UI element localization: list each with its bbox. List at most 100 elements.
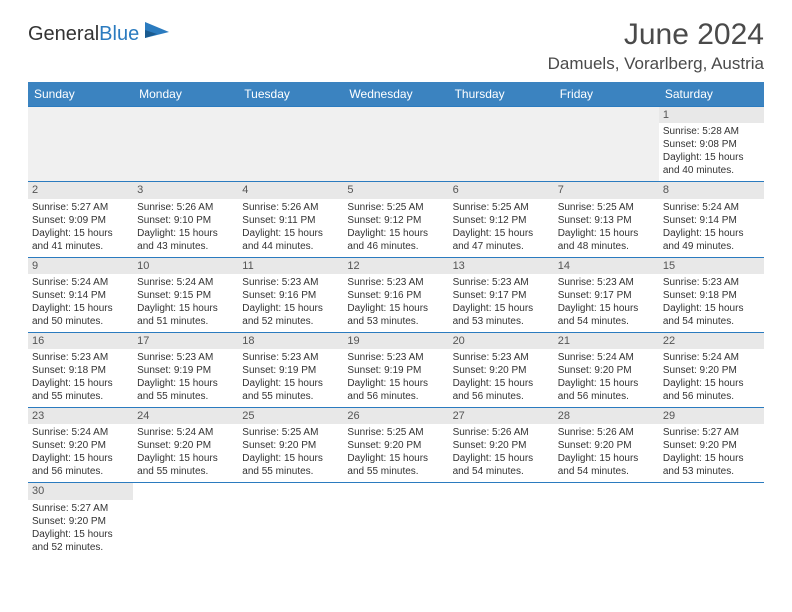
sunrise-line: Sunrise: 5:25 AM xyxy=(453,201,550,214)
sunrise-line: Sunrise: 5:23 AM xyxy=(347,276,444,289)
sunrise-line: Sunrise: 5:27 AM xyxy=(32,502,129,515)
page-title: June 2024 xyxy=(548,18,764,52)
weekday-header: Sunday xyxy=(28,82,133,107)
daylight-line2: and 55 minutes. xyxy=(242,390,339,403)
day-number: 8 xyxy=(659,182,764,198)
daylight-line2: and 52 minutes. xyxy=(32,541,129,554)
daylight-line2: and 52 minutes. xyxy=(242,315,339,328)
calendar-cell: 18Sunrise: 5:23 AMSunset: 9:19 PMDayligh… xyxy=(238,332,343,407)
header: GeneralBlue June 2024 Damuels, Vorarlber… xyxy=(28,18,764,74)
weekday-header: Friday xyxy=(554,82,659,107)
day-number: 7 xyxy=(554,182,659,198)
weekday-header: Wednesday xyxy=(343,82,448,107)
sunrise-line: Sunrise: 5:26 AM xyxy=(137,201,234,214)
sunrise-line: Sunrise: 5:23 AM xyxy=(347,351,444,364)
calendar-cell xyxy=(133,107,238,182)
logo-text: GeneralBlue xyxy=(28,24,139,44)
sunrise-line: Sunrise: 5:24 AM xyxy=(663,351,760,364)
day-number: 24 xyxy=(133,408,238,424)
daylight-line2: and 55 minutes. xyxy=(32,390,129,403)
calendar-cell: 27 Sunrise: 5:26 AMSunset: 9:20 PMDayligh… xyxy=(449,408,554,483)
day-number: 19 xyxy=(343,333,448,349)
sunset-line: Sunset: 9:20 PM xyxy=(663,364,760,377)
day-number: 6 xyxy=(449,182,554,198)
daylight-line2: and 53 minutes. xyxy=(453,315,550,328)
calendar-cell: 29Sunrise: 5:27 AMSunset: 9:20 PMDayligh… xyxy=(659,408,764,483)
calendar-cell xyxy=(133,483,238,558)
sunset-line: Sunset: 9:19 PM xyxy=(347,364,444,377)
daylight-line2: and 56 minutes. xyxy=(453,390,550,403)
daylight-line1: Daylight: 15 hours xyxy=(663,151,760,164)
calendar-cell: 13Sunrise: 5:23 AMSunset: 9:17 PMDayligh… xyxy=(449,257,554,332)
daylight-line2: and 51 minutes. xyxy=(137,315,234,328)
sunset-line: Sunset: 9:20 PM xyxy=(453,439,550,452)
calendar-cell xyxy=(659,483,764,558)
calendar-cell: 5Sunrise: 5:25 AMSunset: 9:12 PMDaylight… xyxy=(343,182,448,257)
daylight-line1: Daylight: 15 hours xyxy=(558,302,655,315)
day-number: 9 xyxy=(28,258,133,274)
daylight-line2: and 46 minutes. xyxy=(347,240,444,253)
calendar-cell: 10Sunrise: 5:24 AMSunset: 9:15 PMDayligh… xyxy=(133,257,238,332)
day-number: 27 xyxy=(449,408,554,424)
daylight-line2: and 40 minutes. xyxy=(663,164,760,177)
day-number: 25 xyxy=(238,408,343,424)
day-number: 11 xyxy=(238,258,343,274)
calendar-cell xyxy=(449,107,554,182)
daylight-line2: and 54 minutes. xyxy=(453,465,550,478)
daylight-line1: Daylight: 15 hours xyxy=(347,377,444,390)
calendar-cell xyxy=(449,483,554,558)
sunrise-line: Sunrise: 5:25 AM xyxy=(242,426,339,439)
day-number: 17 xyxy=(133,333,238,349)
sunset-line: Sunset: 9:15 PM xyxy=(137,289,234,302)
day-number: 22 xyxy=(659,333,764,349)
daylight-line1: Daylight: 15 hours xyxy=(663,227,760,240)
daylight-line1: Daylight: 15 hours xyxy=(558,227,655,240)
calendar-cell: 7Sunrise: 5:25 AMSunset: 9:13 PMDaylight… xyxy=(554,182,659,257)
calendar-cell: 19 Sunrise: 5:23 AMSunset: 9:19 PMDayligh… xyxy=(343,332,448,407)
sunrise-line: Sunrise: 5:23 AM xyxy=(558,276,655,289)
weekday-header: Thursday xyxy=(449,82,554,107)
daylight-line1: Daylight: 15 hours xyxy=(242,227,339,240)
sunset-line: Sunset: 9:12 PM xyxy=(453,214,550,227)
calendar-cell: 26Sunrise: 5:25 AMSunset: 9:20 PMDayligh… xyxy=(343,408,448,483)
day-number: 30 xyxy=(28,483,133,499)
day-number: 16 xyxy=(28,333,133,349)
title-block: June 2024 Damuels, Vorarlberg, Austria xyxy=(548,18,764,74)
sunrise-line: Sunrise: 5:26 AM xyxy=(558,426,655,439)
sunrise-line: Sunrise: 5:27 AM xyxy=(663,426,760,439)
daylight-line1: Daylight: 15 hours xyxy=(453,227,550,240)
sunset-line: Sunset: 9:18 PM xyxy=(32,364,129,377)
day-number: 15 xyxy=(659,258,764,274)
sunset-line: Sunset: 9:20 PM xyxy=(663,439,760,452)
sunrise-line: Sunrise: 5:25 AM xyxy=(347,426,444,439)
calendar-cell: 22Sunrise: 5:24 AMSunset: 9:20 PMDayligh… xyxy=(659,332,764,407)
sunset-line: Sunset: 9:20 PM xyxy=(32,515,129,528)
sunrise-line: Sunrise: 5:24 AM xyxy=(137,426,234,439)
weekday-header-row: Sunday Monday Tuesday Wednesday Thursday… xyxy=(28,82,764,107)
calendar-row: 16 Sunrise: 5:23 AM Sunset: 9:18 PM Dayligh… xyxy=(28,332,764,407)
calendar-cell: 15Sunrise: 5:23 AMSunset: 9:18 PMDayligh… xyxy=(659,257,764,332)
day-number: 5 xyxy=(343,182,448,198)
daylight-line1: Daylight: 15 hours xyxy=(137,452,234,465)
calendar-row: 1Sunrise: 5:28 AMSunset: 9:08 PMDaylight… xyxy=(28,107,764,182)
daylight-line1: Daylight: 15 hours xyxy=(137,302,234,315)
daylight-line1: Daylight: 15 hours xyxy=(32,227,129,240)
daylight-line2: and 56 minutes. xyxy=(32,465,129,478)
sunset-line: Sunset: 9:14 PM xyxy=(32,289,129,302)
calendar-cell: 1Sunrise: 5:28 AMSunset: 9:08 PMDaylight… xyxy=(659,107,764,182)
daylight-line2: and 56 minutes. xyxy=(663,390,760,403)
sunset-line: Sunset: 9:10 PM xyxy=(137,214,234,227)
weekday-header: Monday xyxy=(133,82,238,107)
daylight-line1: Daylight: 15 hours xyxy=(242,302,339,315)
sunrise-line: Sunrise: 5:26 AM xyxy=(453,426,550,439)
daylight-line1: Daylight: 15 hours xyxy=(453,452,550,465)
sunset-line: Sunset: 9:12 PM xyxy=(347,214,444,227)
daylight-line2: and 55 minutes. xyxy=(137,390,234,403)
sunrise-line: Sunrise: 5:24 AM xyxy=(32,426,129,439)
day-number: 4 xyxy=(238,182,343,198)
weekday-header: Tuesday xyxy=(238,82,343,107)
calendar-cell: 12Sunrise: 5:23 AMSunset: 9:16 PMDayligh… xyxy=(343,257,448,332)
daylight-line1: Daylight: 15 hours xyxy=(347,227,444,240)
sunset-line: Sunset: 9:08 PM xyxy=(663,138,760,151)
calendar-cell xyxy=(238,483,343,558)
